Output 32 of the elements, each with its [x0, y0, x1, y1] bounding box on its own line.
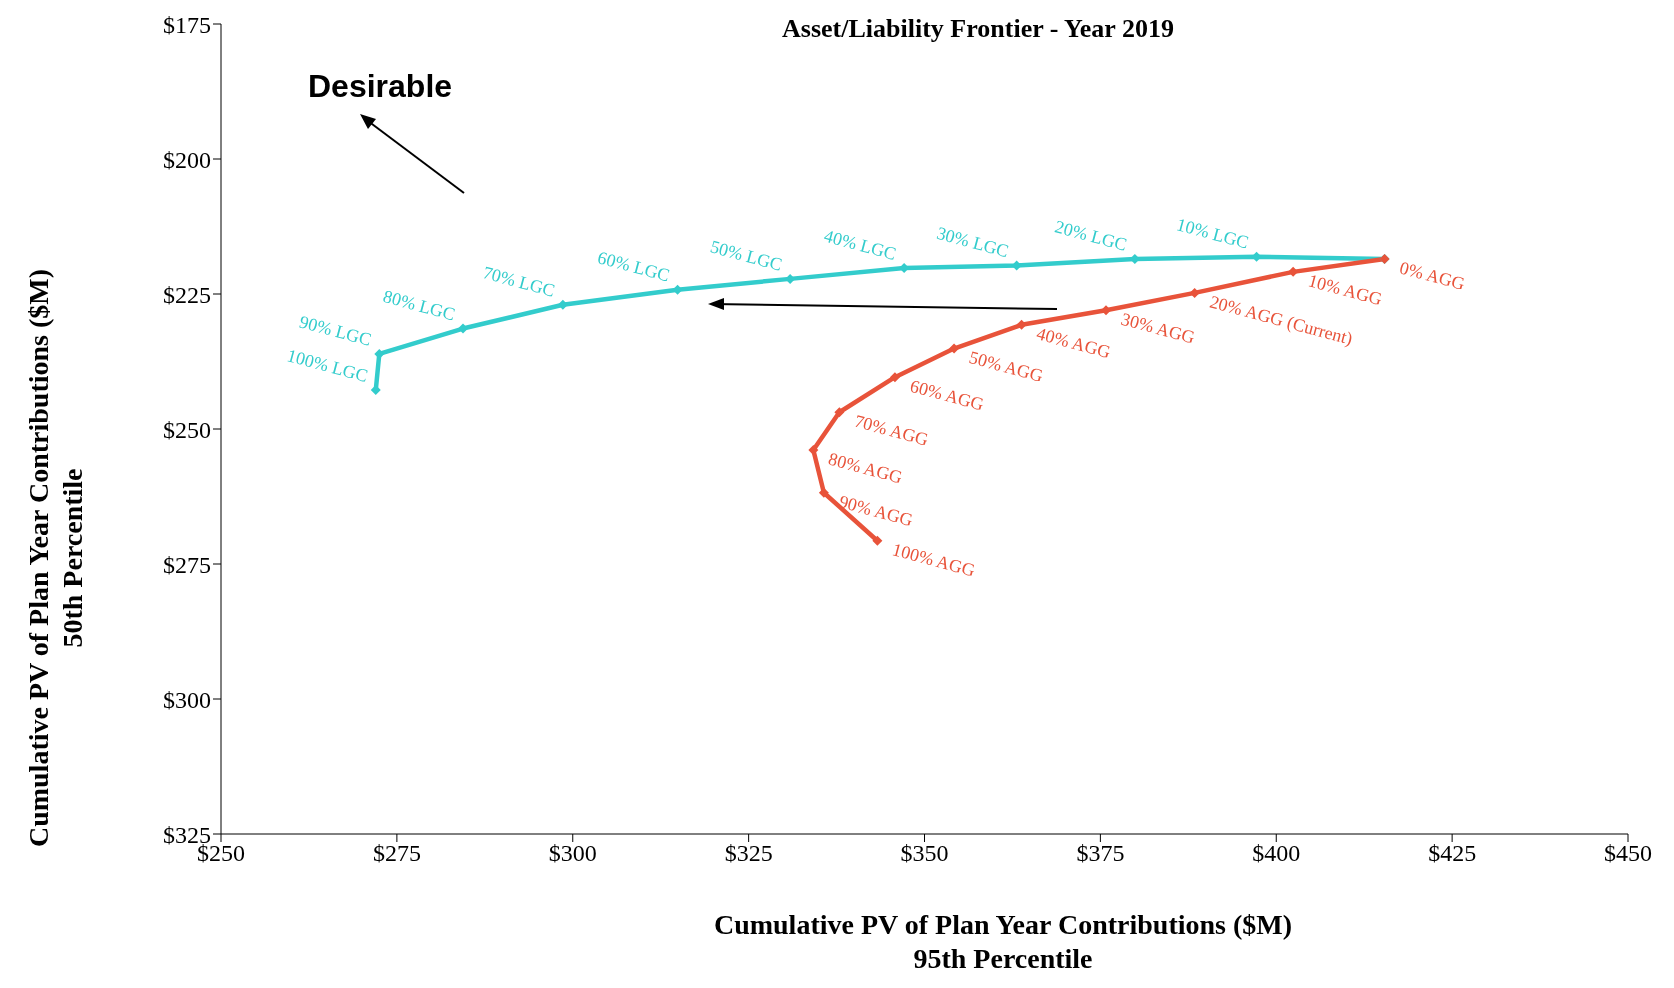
annotation: 10% AGG	[1306, 270, 1385, 310]
x-tick-label: $375	[1076, 840, 1125, 867]
x-tick-label: $300	[548, 840, 597, 867]
x-tick-label: $425	[1428, 840, 1477, 867]
y-tick-label: $225	[163, 281, 211, 308]
annotation: 80% LGC	[380, 286, 458, 325]
x-tick-label: $350	[900, 840, 949, 867]
annotation: Desirable	[308, 68, 453, 105]
y-tick-label: $250	[163, 416, 211, 443]
chart-title: Asset/Liability Frontier - Year 2019	[781, 14, 1175, 44]
annotation: 30% LGC	[934, 222, 1011, 262]
y-tick-label: $175	[163, 11, 211, 38]
annotation: 80% AGG	[826, 448, 905, 488]
x-axis-title: Cumulative PV of Plan Year Contributions ($M) 95th Percentile	[712, 908, 1294, 976]
annotation: 70% LGC	[480, 262, 558, 301]
annotation: 0% AGG	[1397, 257, 1467, 294]
y-tick-label: $275	[163, 551, 211, 578]
y-axis-title: Cumulative PV of Plan Year Contributions ($M) 50th Percentile	[22, 267, 89, 850]
x-tick-label: $450	[1604, 840, 1652, 867]
annotation: 20% LGC	[1052, 216, 1129, 255]
x-tick-label: $400	[1252, 840, 1301, 867]
annotation: 10% LGC	[1174, 214, 1251, 253]
x-tick-label: $275	[372, 840, 421, 867]
annotation: 90% AGG	[836, 491, 915, 531]
x-tick-label: $325	[724, 840, 773, 867]
annotation: 50% LGC	[708, 236, 785, 275]
y-tick-label: $300	[163, 686, 211, 713]
annotation: 60% LGC	[595, 247, 672, 286]
annotation: 100% AGG	[890, 539, 978, 581]
y-tick-label: $200	[163, 146, 211, 173]
annotation: 30% AGG	[1118, 308, 1198, 348]
annotation: 40% LGC	[822, 225, 899, 264]
